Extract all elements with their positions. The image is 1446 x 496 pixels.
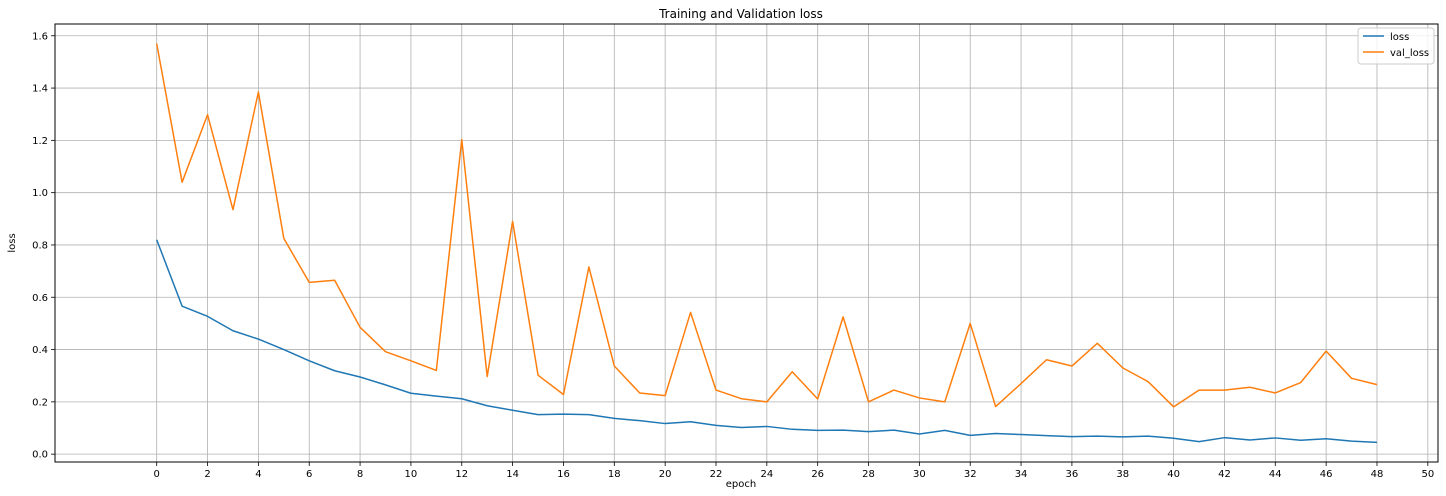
x-tick-label: 50 bbox=[1421, 469, 1434, 480]
x-tick-label: 34 bbox=[1015, 469, 1028, 480]
x-tick-label: 2 bbox=[204, 469, 210, 480]
x-tick-label: 32 bbox=[964, 469, 977, 480]
grid bbox=[55, 24, 1438, 462]
x-tick-label: 20 bbox=[659, 469, 672, 480]
plot-frame bbox=[54, 23, 1439, 463]
x-tick-label: 40 bbox=[1167, 469, 1180, 480]
x-tick-label: 14 bbox=[506, 469, 519, 480]
series-line-loss bbox=[155, 239, 1378, 444]
x-tick-label: 0 bbox=[154, 469, 160, 480]
y-tick-label: 0.6 bbox=[32, 293, 48, 304]
y-tick-label: 0.4 bbox=[32, 345, 48, 356]
x-tick-label: 44 bbox=[1269, 469, 1282, 480]
x-tick-label: 6 bbox=[306, 469, 312, 480]
series-lines bbox=[155, 43, 1378, 444]
x-tick-label: 36 bbox=[1066, 469, 1079, 480]
legend: loss val_loss bbox=[1357, 27, 1435, 65]
series-line-val-loss bbox=[155, 43, 1378, 408]
legend-label-val-loss: val_loss bbox=[1390, 48, 1429, 59]
x-tick-label: 16 bbox=[557, 469, 570, 480]
y-tick-label: 1.6 bbox=[32, 31, 48, 42]
x-axis-label: epoch bbox=[726, 479, 756, 490]
x-tick-label: 30 bbox=[913, 469, 926, 480]
x-tick-label: 12 bbox=[455, 469, 468, 480]
x-tick-label: 28 bbox=[862, 469, 875, 480]
y-tick-label: 0.0 bbox=[32, 450, 48, 461]
x-tick-label: 38 bbox=[1116, 469, 1129, 480]
y-axis-label: loss bbox=[7, 233, 18, 252]
y-tick-label: 1.2 bbox=[32, 136, 48, 147]
x-tick-label: 46 bbox=[1320, 469, 1333, 480]
x-tick-label: 4 bbox=[255, 469, 261, 480]
x-tick-label: 10 bbox=[405, 469, 418, 480]
x-tick-label: 42 bbox=[1218, 469, 1231, 480]
y-tick-label: 1.0 bbox=[32, 188, 48, 199]
legend-label-loss: loss bbox=[1390, 32, 1409, 43]
x-tick-label: 18 bbox=[608, 469, 621, 480]
legend-box bbox=[1357, 27, 1435, 65]
chart-title: Training and Validation loss bbox=[658, 7, 823, 21]
x-tick-label: 26 bbox=[811, 469, 824, 480]
x-tick-label: 22 bbox=[710, 469, 723, 480]
x-tick-label: 48 bbox=[1371, 469, 1384, 480]
y-tick-label: 1.4 bbox=[32, 84, 48, 95]
x-tick-label: 8 bbox=[357, 469, 363, 480]
y-tick-label: 0.8 bbox=[32, 240, 48, 251]
axis-ticks: 0 2 4 6 8 10 12 14 16 18 20 22 24 26 28 30 32 34 36 38 40 42 4… bbox=[32, 31, 1434, 480]
x-tick-label: 24 bbox=[760, 469, 773, 480]
y-tick-label: 0.2 bbox=[32, 397, 48, 408]
